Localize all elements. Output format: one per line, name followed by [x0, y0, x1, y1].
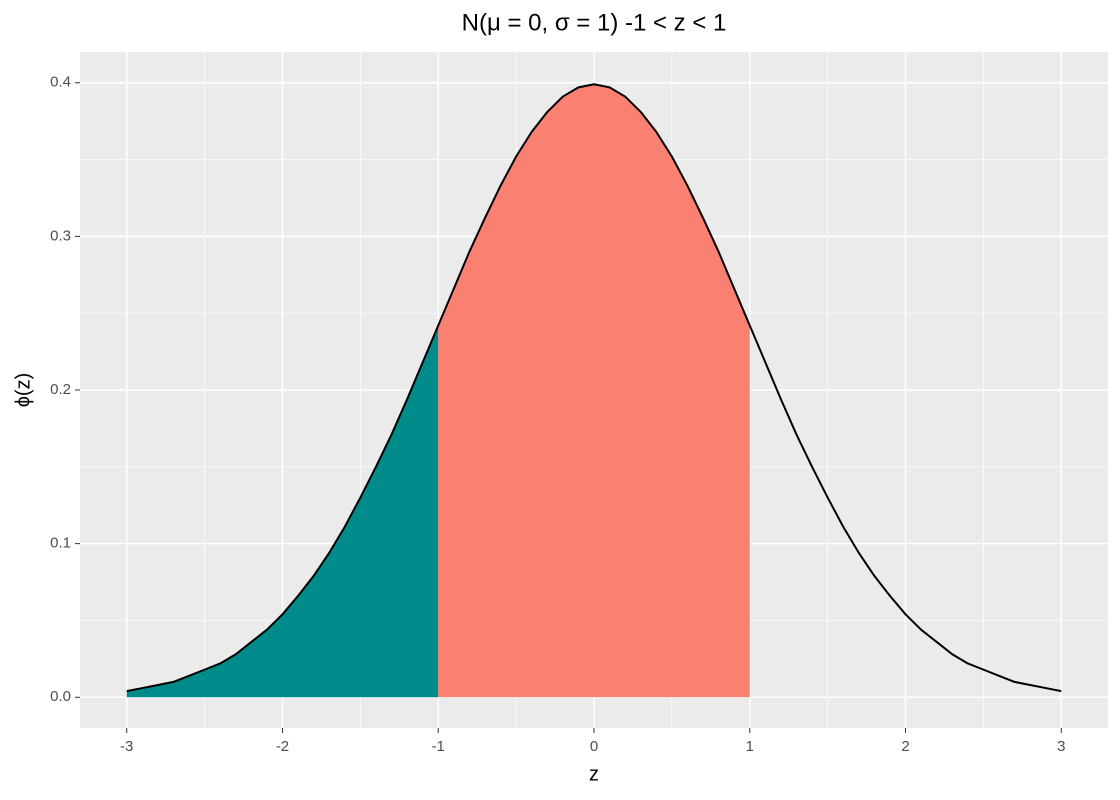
x-tick-label: -3	[120, 738, 133, 755]
x-tick-label: 0	[590, 738, 598, 755]
y-tick-label: 0.4	[50, 74, 71, 91]
y-axis-title: ϕ(z)	[12, 373, 34, 408]
y-tick-label: 0.0	[50, 688, 71, 705]
shaded-area	[438, 84, 750, 698]
x-tick-label: 3	[1057, 738, 1065, 755]
x-tick-label: 2	[901, 738, 909, 755]
chart-title: N(μ = 0, σ = 1) -1 < z < 1	[462, 9, 727, 36]
x-tick-label: -1	[432, 738, 445, 755]
density-line	[126, 83, 1062, 693]
x-axis-title: z	[589, 763, 599, 785]
y-tick-label: 0.3	[50, 227, 71, 244]
y-tick-label: 0.1	[50, 535, 71, 552]
x-tick-label: 1	[746, 738, 754, 755]
y-tick-label: 0.2	[50, 381, 71, 398]
shaded-area	[126, 325, 439, 698]
x-tick-label: -2	[276, 738, 289, 755]
